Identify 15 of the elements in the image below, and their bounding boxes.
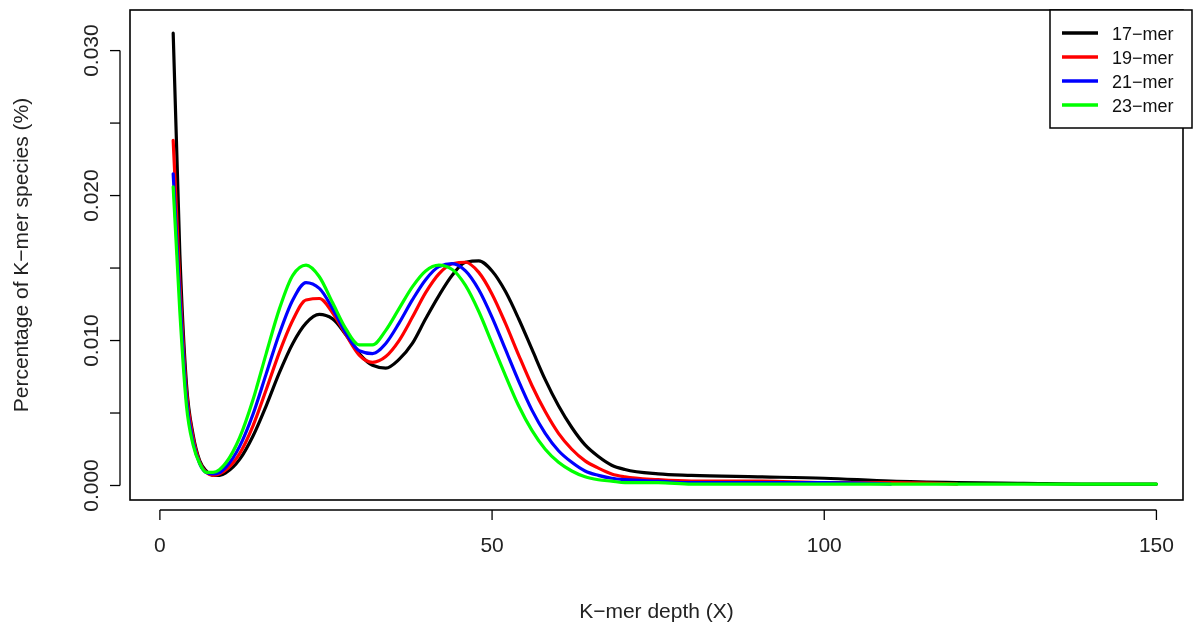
y-tick-label: 0.010 — [79, 314, 102, 367]
legend-label: 23−mer — [1112, 96, 1174, 116]
legend-label: 17−mer — [1112, 24, 1174, 44]
x-tick-label: 100 — [806, 533, 842, 556]
y-axis-title: Percentage of K−mer species (%) — [9, 97, 32, 413]
x-tick-label: 150 — [1138, 533, 1174, 556]
y-tick-label: 0.030 — [79, 24, 102, 77]
x-tick-label: 50 — [480, 533, 504, 556]
x-tick-label: 0 — [154, 533, 166, 556]
y-tick-label: 0.020 — [79, 169, 102, 222]
legend-label: 19−mer — [1112, 48, 1174, 68]
line-series — [171, 185, 1159, 486]
x-axis-title: K−mer depth (X) — [579, 599, 734, 622]
legend-label: 21−mer — [1112, 72, 1174, 92]
y-tick-label: 0.000 — [79, 459, 102, 512]
